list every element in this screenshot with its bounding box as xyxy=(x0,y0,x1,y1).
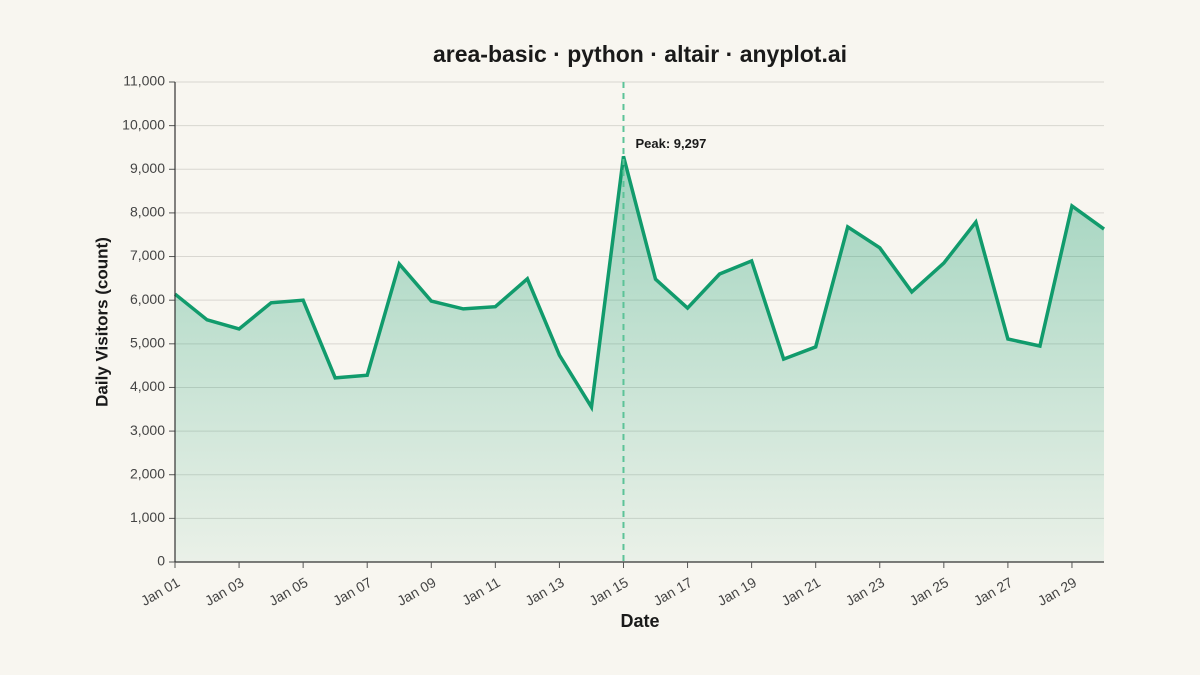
peak-annotation: Peak: 9,297 xyxy=(635,136,706,151)
y-tick-label: 8,000 xyxy=(130,204,165,220)
area-line xyxy=(173,155,1106,413)
y-tick-label: 7,000 xyxy=(130,247,165,263)
y-tick-label: 10,000 xyxy=(122,116,165,132)
y-axis-label: Daily Visitors (count) xyxy=(92,237,111,407)
y-tick-label: 1,000 xyxy=(130,509,165,525)
chart-title: area-basic · python · altair · anyplot.a… xyxy=(433,41,847,67)
y-tick-label: 2,000 xyxy=(130,465,165,481)
y-tick-label: 9,000 xyxy=(130,160,165,176)
y-tick-label: 4,000 xyxy=(130,378,165,394)
y-tick-label: 0 xyxy=(157,553,165,569)
y-tick-label: 5,000 xyxy=(130,335,165,351)
area-fill xyxy=(175,156,1104,562)
x-axis-label: Date xyxy=(620,611,659,631)
y-tick-label: 6,000 xyxy=(130,291,165,307)
y-tick-label: 11,000 xyxy=(123,73,165,89)
y-tick-label: 3,000 xyxy=(130,422,165,438)
